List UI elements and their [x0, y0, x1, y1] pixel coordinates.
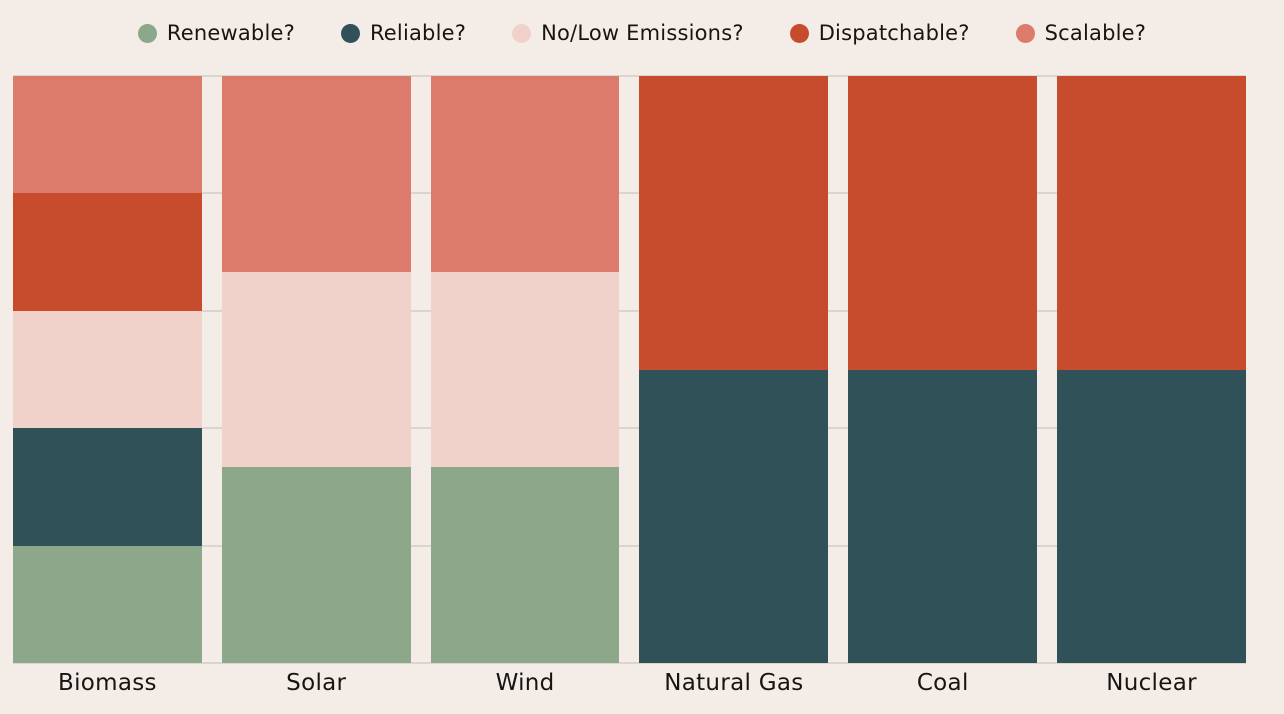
segment-dispatchable-nuclear: [1057, 76, 1246, 370]
segment-dispatchable-natural-gas: [639, 76, 829, 370]
legend-item-dispatchable: Dispatchable?: [789, 21, 970, 45]
x-axis-label-coal: Coal: [916, 670, 969, 696]
segment-renewable-biomass: [13, 545, 202, 663]
segment-renewable-solar: [221, 467, 411, 663]
x-axis-label-solar: Solar: [286, 670, 347, 696]
bar-nuclear: [1057, 76, 1246, 663]
segment-reliable-nuclear: [1057, 369, 1246, 663]
x-axis-labels: Biomass Solar Wind Natural Gas Coal Nuclear: [13, 670, 1246, 696]
segment-dispatchable-biomass: [13, 193, 202, 311]
x-axis-label-biomass: Biomass: [58, 670, 157, 696]
legend-item-label: Dispatchable?: [818, 21, 970, 45]
gridline: [13, 192, 1246, 195]
segment-dispatchable-coal: [848, 76, 1038, 370]
bars: [13, 76, 1246, 663]
legend: Renewable? Reliable? No/Low Emissions? Disp…: [0, 12, 1284, 54]
plot-area: [13, 75, 1246, 664]
segment-reliable-biomass: [13, 428, 202, 546]
segment-no-low-emissions-biomass: [13, 310, 202, 429]
segment-scalable-biomass: [13, 76, 202, 194]
legend-swatch-icon: [340, 23, 360, 43]
legend-swatch-icon: [137, 23, 157, 43]
legend-item-scalable: Scalable?: [1015, 21, 1147, 45]
bar-natural-gas: [639, 76, 829, 663]
gridline: [13, 544, 1246, 547]
bar-coal: [848, 76, 1038, 663]
x-axis-label-natural-gas: Natural Gas: [664, 670, 804, 696]
segment-no-low-emissions-wind: [430, 271, 620, 468]
gridline: [13, 427, 1246, 430]
legend-item-label: Scalable?: [1044, 21, 1147, 45]
legend-item-renewable: Renewable?: [137, 21, 295, 45]
legend-item-no-low-emissions: No/Low Emissions?: [512, 21, 744, 45]
legend-swatch-icon: [512, 23, 532, 43]
segment-renewable-wind: [430, 467, 620, 663]
segment-scalable-wind: [430, 76, 620, 272]
legend-swatch-icon: [1015, 23, 1035, 43]
legend-item-label: Renewable?: [166, 21, 295, 45]
x-axis-label-wind: Wind: [495, 670, 555, 696]
bar-biomass: [13, 76, 202, 663]
bar-wind: [430, 76, 620, 663]
segment-reliable-natural-gas: [639, 369, 829, 663]
gridline: [13, 75, 1246, 77]
segment-scalable-solar: [221, 76, 411, 272]
segment-reliable-coal: [848, 369, 1038, 663]
bar-solar: [221, 76, 411, 663]
legend-item-reliable: Reliable?: [340, 21, 467, 45]
legend-swatch-icon: [789, 23, 809, 43]
x-axis-label-nuclear: Nuclear: [1106, 670, 1197, 696]
legend-item-label: No/Low Emissions?: [541, 21, 744, 45]
gridline: [13, 309, 1246, 312]
gridline: [13, 662, 1246, 664]
legend-item-label: Reliable?: [369, 21, 467, 45]
segment-no-low-emissions-solar: [221, 271, 411, 468]
